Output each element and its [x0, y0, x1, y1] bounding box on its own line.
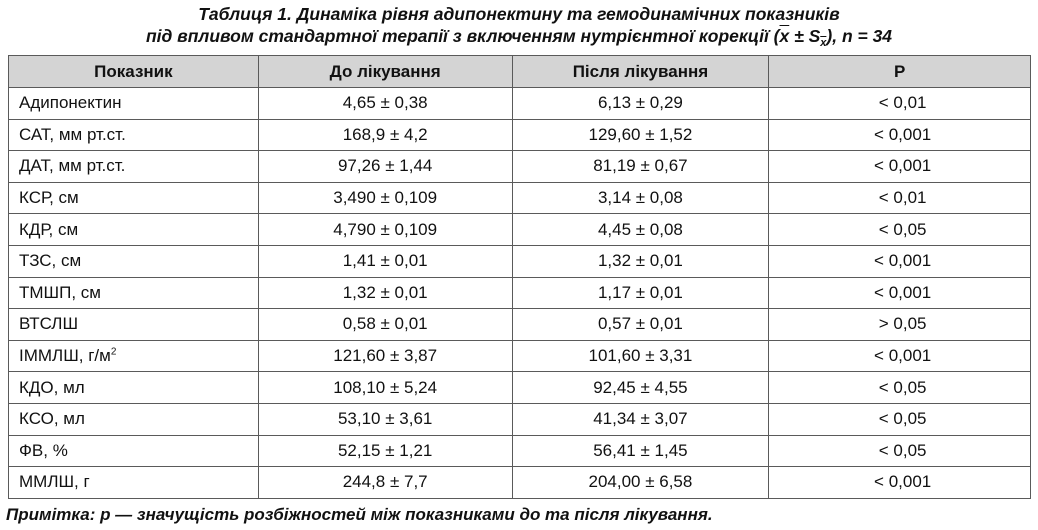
cell-indicator: КСО, мл: [8, 402, 259, 436]
cell-indicator: ФВ, %: [8, 434, 259, 468]
table-row: КДО, мл 108,10 ± 5,24 92,45 ± 4,55 < 0,05: [8, 371, 1031, 404]
cell-indicator: ІММЛШ, г/м2: [8, 339, 259, 373]
cell-indicator: Адипонектин: [8, 87, 259, 120]
table-caption: Таблиця 1. Динаміка рівня адипонектину т…: [0, 0, 1038, 54]
cell-indicator: ДАТ, мм рт.ст.: [8, 150, 259, 183]
cell-before: 4,65 ± 0,38: [257, 87, 513, 120]
cell-indicator: КДР, см: [8, 213, 259, 246]
cell-indicator: ТМШП, см: [8, 276, 259, 310]
cell-before: 168,9 ± 4,2: [257, 118, 513, 152]
cell-p: < 0,001: [768, 466, 1031, 499]
cell-after: 101,60 ± 3,31: [511, 339, 770, 373]
cell-before: 53,10 ± 3,61: [257, 402, 513, 436]
cell-after: 41,34 ± 3,07: [511, 402, 770, 436]
caption-line-2-prefix: під впливом стандартної терапії з включе…: [145, 26, 780, 46]
cell-p: < 0,001: [768, 118, 1031, 152]
cell-indicator: ТЗС, см: [8, 244, 259, 278]
cell-p: < 0,01: [768, 181, 1031, 215]
cell-before: 1,41 ± 0,01: [257, 244, 513, 278]
cell-before: 1,32 ± 0,01: [257, 276, 513, 310]
caption-line-2: під впливом стандартної терапії з включе…: [0, 25, 1038, 54]
cell-p: > 0,05: [768, 308, 1031, 341]
cell-after: 1,32 ± 0,01: [511, 244, 770, 278]
cell-before: 244,8 ± 7,7: [257, 466, 513, 499]
table-header-row: Показник До лікування Після лікування P: [8, 55, 1031, 88]
cell-before: 108,10 ± 5,24: [257, 371, 513, 404]
cell-p: < 0,05: [768, 434, 1031, 468]
cell-after: 204,00 ± 6,58: [511, 466, 770, 499]
table-row: КСР, см 3,490 ± 0,109 3,14 ± 0,08 < 0,01: [8, 181, 1031, 215]
cell-after: 92,45 ± 4,55: [511, 371, 770, 404]
cell-after: 3,14 ± 0,08: [511, 181, 770, 215]
cell-after: 56,41 ± 1,45: [511, 434, 770, 468]
cell-after: 129,60 ± 1,52: [511, 118, 770, 152]
caption-line-2-suffix: ), n = 34: [826, 26, 893, 46]
table-row: САТ, мм рт.ст. 168,9 ± 4,2 129,60 ± 1,52 < …: [8, 118, 1031, 152]
caption-pm: ± S: [789, 26, 821, 46]
table-note: Примітка: р — значущість розбіжностей мі…: [6, 505, 713, 524]
cell-indicator: КСР, см: [8, 181, 259, 215]
table-body: Адипонектин 4,65 ± 0,38 6,13 ± 0,29 < 0,01 С…: [8, 87, 1031, 499]
cell-before: 121,60 ± 3,87: [257, 339, 513, 373]
table-row: ВТСЛШ 0,58 ± 0,01 0,57 ± 0,01 > 0,05: [8, 308, 1031, 341]
table-row: ТМШП, см 1,32 ± 0,01 1,17 ± 0,01 < 0,001: [8, 276, 1031, 310]
cell-indicator: КДО, мл: [8, 371, 259, 404]
caption-x-bar: x: [779, 26, 790, 46]
cell-p: < 0,001: [768, 150, 1031, 183]
cell-p: < 0,05: [768, 402, 1031, 436]
table-row: ТЗС, см 1,41 ± 0,01 1,32 ± 0,01 < 0,001: [8, 244, 1031, 278]
cell-before: 52,15 ± 1,21: [257, 434, 513, 468]
table-row: ДАТ, мм рт.ст. 97,26 ± 1,44 81,19 ± 0,67 < …: [8, 150, 1031, 183]
table-row: ММЛШ, г 244,8 ± 7,7 204,00 ± 6,58 < 0,001: [8, 466, 1031, 499]
header-p: P: [768, 55, 1031, 88]
cell-before: 3,490 ± 0,109: [257, 181, 513, 215]
header-before: До лікування: [257, 55, 513, 88]
cell-p: < 0,05: [768, 213, 1031, 246]
cell-after: 6,13 ± 0,29: [511, 87, 770, 120]
table-row: ІММЛШ, г/м2 121,60 ± 3,87 101,60 ± 3,31 < 0…: [8, 339, 1031, 373]
cell-indicator: ВТСЛШ: [8, 308, 259, 341]
cell-indicator: ММЛШ, г: [8, 466, 259, 499]
data-table: Показник До лікування Після лікування P …: [8, 55, 1031, 499]
cell-p: < 0,05: [768, 371, 1031, 404]
cell-before: 0,58 ± 0,01: [257, 308, 513, 341]
header-after: Після лікування: [511, 55, 770, 88]
cell-before: 4,790 ± 0,109: [257, 213, 513, 246]
cell-after: 4,45 ± 0,08: [511, 213, 770, 246]
table-row: КДР, см 4,790 ± 0,109 4,45 ± 0,08 < 0,05: [8, 213, 1031, 246]
table-row: ФВ, % 52,15 ± 1,21 56,41 ± 1,45 < 0,05: [8, 434, 1031, 468]
cell-after: 0,57 ± 0,01: [511, 308, 770, 341]
cell-after: 81,19 ± 0,67: [511, 150, 770, 183]
cell-p: < 0,001: [768, 244, 1031, 278]
table-row: КСО, мл 53,10 ± 3,61 41,34 ± 3,07 < 0,05: [8, 402, 1031, 436]
caption-sub-x: x: [820, 37, 827, 49]
table-row: Адипонектин 4,65 ± 0,38 6,13 ± 0,29 < 0,01: [8, 87, 1031, 120]
cell-p: < 0,01: [768, 87, 1031, 120]
cell-p: < 0,001: [768, 339, 1031, 373]
cell-p: < 0,001: [768, 276, 1031, 310]
cell-after: 1,17 ± 0,01: [511, 276, 770, 310]
header-indicator: Показник: [8, 55, 259, 88]
cell-indicator: САТ, мм рт.ст.: [8, 118, 259, 152]
cell-before: 97,26 ± 1,44: [257, 150, 513, 183]
caption-line-1: Таблиця 1. Динаміка рівня адипонектину т…: [198, 4, 840, 24]
